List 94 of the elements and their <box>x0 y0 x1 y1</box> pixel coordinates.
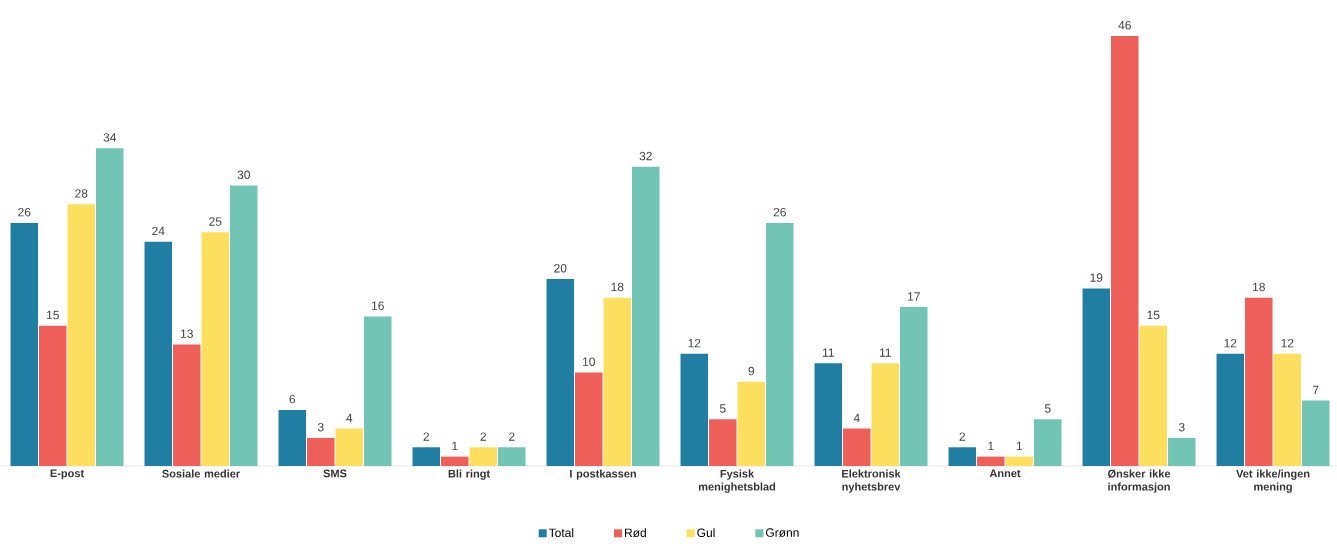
data-label: 17 <box>908 292 920 301</box>
data-label: 10 <box>583 357 595 366</box>
bar <box>766 222 794 466</box>
bar <box>278 409 307 466</box>
bar <box>709 419 737 466</box>
data-label: 2 <box>480 432 487 441</box>
data-label: 1 <box>988 441 994 451</box>
data-label: 7 <box>1313 385 1319 395</box>
data-label: 9 <box>748 366 755 376</box>
bar <box>67 204 96 466</box>
bar <box>546 279 575 466</box>
data-label: 4 <box>853 413 860 423</box>
x-tick-label: Elektronisk nyhetsbrev <box>842 469 901 493</box>
legend-label: Rød <box>625 528 646 538</box>
bar <box>1273 353 1302 466</box>
bar <box>469 447 498 466</box>
data-label: 3 <box>317 422 324 432</box>
data-label: 5 <box>1044 404 1051 413</box>
legend-label: Gul <box>697 528 715 537</box>
data-label: 25 <box>209 217 222 226</box>
bar <box>1216 353 1245 466</box>
bar <box>441 456 469 466</box>
data-label: 12 <box>1224 338 1237 348</box>
x-tick-label: E-post <box>50 469 84 480</box>
x-tick-label: Vet ikke/ingen mening <box>1236 469 1310 493</box>
data-label: 30 <box>237 170 250 180</box>
data-label: 18 <box>611 282 624 292</box>
data-label: 2 <box>959 432 966 441</box>
bar <box>1111 35 1139 466</box>
data-label: 34 <box>103 133 117 142</box>
bar <box>144 241 173 466</box>
bar <box>871 363 900 466</box>
bar <box>412 447 441 466</box>
data-label: 2 <box>423 432 430 441</box>
x-tick-label: Annet <box>989 469 1021 478</box>
data-label: 4 <box>346 413 353 423</box>
data-label: 11 <box>822 348 834 357</box>
data-label: 1 <box>452 441 458 451</box>
data-label: 24 <box>152 226 165 236</box>
bar <box>1302 400 1330 466</box>
bar <box>680 353 709 466</box>
data-label: 12 <box>688 338 701 348</box>
bar <box>39 325 67 466</box>
bar <box>230 185 258 466</box>
data-label: 2 <box>509 432 515 441</box>
data-label: 20 <box>554 264 567 273</box>
data-label: 6 <box>289 394 296 404</box>
data-label: 16 <box>372 301 384 310</box>
bar <box>900 307 928 466</box>
bar <box>737 381 766 466</box>
data-label: 5 <box>719 404 726 413</box>
bar <box>173 344 201 466</box>
data-label: 15 <box>47 310 59 320</box>
data-label: 15 <box>1147 310 1160 320</box>
data-label: 46 <box>1118 20 1131 30</box>
bar <box>575 372 603 466</box>
bar <box>335 428 364 466</box>
bar <box>364 316 392 466</box>
x-tick-label: Ønsker ikke informasjon <box>1107 469 1171 493</box>
bar <box>1139 325 1168 466</box>
bar <box>1082 288 1111 466</box>
data-label: 13 <box>181 329 193 338</box>
legend-label: Grønn <box>765 528 799 537</box>
x-tick-label: I postkassen <box>570 469 636 480</box>
bar <box>10 222 39 466</box>
bar <box>632 166 660 466</box>
data-label: 26 <box>773 207 786 217</box>
bar <box>603 297 632 466</box>
x-tick-label: Sosiale medier <box>162 469 240 478</box>
data-label: 32 <box>639 151 652 161</box>
bar <box>1005 456 1034 466</box>
bar <box>1168 437 1196 466</box>
data-label: 1 <box>1016 441 1023 451</box>
data-label: 28 <box>75 189 88 198</box>
bar <box>96 148 124 466</box>
x-tick-label: Bli ringt <box>448 469 490 480</box>
bar <box>307 437 335 466</box>
bar <box>814 363 843 466</box>
data-label: 19 <box>1090 273 1103 282</box>
data-label: 12 <box>1281 338 1294 348</box>
bar <box>977 456 1005 466</box>
x-tick-label: Fysisk menighetsblad <box>698 469 776 493</box>
bar <box>1034 419 1062 466</box>
bar <box>498 447 526 466</box>
data-label: 26 <box>18 207 31 217</box>
bar <box>201 232 230 466</box>
data-label: 18 <box>1253 282 1265 292</box>
data-label: 11 <box>879 348 891 357</box>
data-label: 3 <box>1178 422 1185 432</box>
x-tick-label: SMS <box>323 469 347 478</box>
bar <box>1245 297 1273 466</box>
bar <box>843 428 871 466</box>
bar <box>948 447 977 466</box>
legend-label: Total <box>548 528 574 537</box>
